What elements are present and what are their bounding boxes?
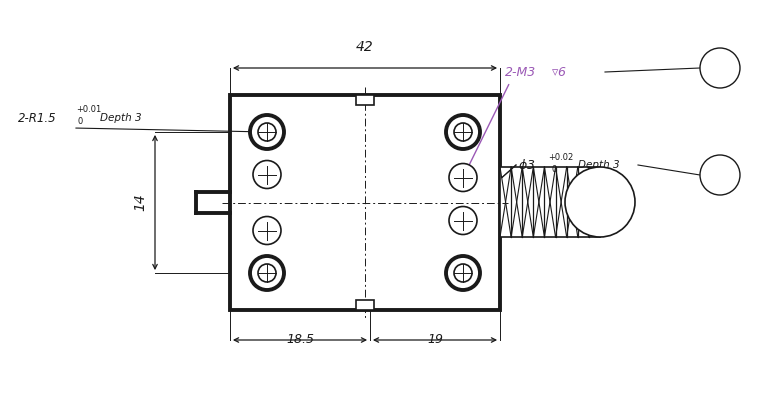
Circle shape xyxy=(700,155,740,195)
Text: Depth 3: Depth 3 xyxy=(578,160,620,170)
Circle shape xyxy=(253,160,281,188)
Text: +0.01: +0.01 xyxy=(76,105,102,115)
Text: 19: 19 xyxy=(427,333,443,346)
Text: 5: 5 xyxy=(716,61,724,75)
Text: 18.5: 18.5 xyxy=(286,333,314,346)
Circle shape xyxy=(454,264,472,282)
Circle shape xyxy=(446,256,480,290)
Text: 4: 4 xyxy=(716,168,724,182)
Text: +0.02: +0.02 xyxy=(548,152,573,162)
Bar xyxy=(230,95,500,310)
Circle shape xyxy=(250,115,284,149)
Text: 0: 0 xyxy=(551,164,556,174)
Circle shape xyxy=(449,207,477,235)
Circle shape xyxy=(258,123,276,141)
Circle shape xyxy=(253,217,281,245)
Bar xyxy=(356,95,374,105)
Circle shape xyxy=(446,115,480,149)
Text: $\phi$3: $\phi$3 xyxy=(518,156,536,174)
Text: $\triangledown$6: $\triangledown$6 xyxy=(551,65,567,79)
Circle shape xyxy=(250,256,284,290)
Text: 2-R1.5: 2-R1.5 xyxy=(18,111,57,124)
Text: 14: 14 xyxy=(133,194,147,211)
Text: 0: 0 xyxy=(78,117,83,126)
Circle shape xyxy=(454,123,472,141)
Circle shape xyxy=(258,264,276,282)
Bar xyxy=(356,300,374,310)
Bar xyxy=(500,167,600,237)
Text: 42: 42 xyxy=(356,40,374,54)
Circle shape xyxy=(565,167,635,237)
Circle shape xyxy=(700,48,740,88)
Text: 2-M3: 2-M3 xyxy=(505,65,536,79)
Circle shape xyxy=(449,164,477,192)
Text: Depth 3: Depth 3 xyxy=(100,113,141,123)
